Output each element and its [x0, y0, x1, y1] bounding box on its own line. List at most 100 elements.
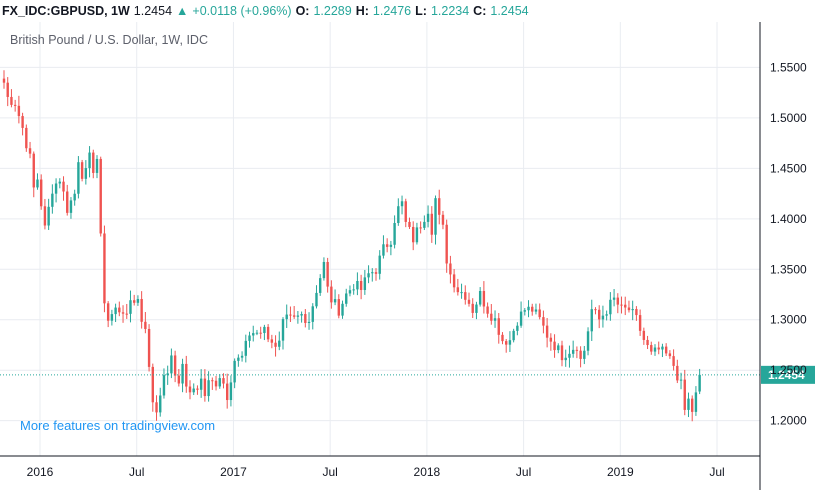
candle	[464, 285, 467, 305]
candle-body	[426, 213, 430, 222]
y-tick-label: 1.2500	[770, 363, 807, 377]
candle	[601, 305, 605, 328]
candle-body	[36, 179, 39, 188]
candle-body	[144, 321, 147, 329]
candle	[545, 318, 549, 348]
x-tick-label: Jul	[129, 465, 144, 479]
candlestick-chart[interactable]: 1.2454 1.5500 1.5000 1.4500 1.4000 1.3500 1.3…	[0, 22, 820, 490]
candle	[62, 176, 65, 201]
candle	[88, 146, 91, 178]
candle-body	[319, 278, 322, 293]
candle	[612, 288, 616, 307]
candle-body	[508, 340, 512, 345]
candle	[47, 198, 50, 230]
candle-body	[6, 82, 9, 97]
candle	[13, 99, 17, 112]
candle	[512, 328, 515, 343]
candle	[352, 284, 355, 295]
candle-body	[538, 309, 541, 318]
candle	[560, 340, 564, 367]
candle-body	[493, 318, 497, 321]
candle-body	[307, 321, 311, 323]
y-tick-label: 1.4000	[770, 212, 807, 226]
candle	[438, 189, 441, 225]
chart-frame[interactable]: 1.2454 1.5500 1.5000 1.4500 1.4000 1.3500 1.3…	[0, 22, 820, 490]
candle	[642, 327, 646, 345]
candle	[211, 377, 214, 390]
candle	[609, 292, 612, 321]
candle-body	[575, 349, 579, 351]
x-tick-label: Jul	[709, 465, 724, 479]
candle	[452, 269, 456, 293]
candle-body	[140, 298, 143, 322]
candle	[374, 268, 378, 281]
candle-body	[523, 310, 526, 312]
candle-body	[315, 292, 318, 307]
candle	[616, 293, 619, 314]
candle-body	[471, 303, 474, 313]
candle-body	[151, 366, 154, 403]
candle	[28, 141, 32, 159]
candle-body	[222, 378, 225, 384]
candle-body	[359, 281, 363, 290]
candle	[32, 151, 35, 198]
candle-body	[505, 341, 508, 345]
candle-body	[452, 274, 456, 288]
candle	[136, 295, 140, 306]
candle-body	[203, 378, 207, 397]
candle	[21, 112, 24, 136]
candle	[586, 327, 590, 356]
candle-body	[642, 330, 646, 340]
candle	[315, 285, 318, 309]
candle	[159, 387, 162, 417]
candle-body	[408, 221, 411, 227]
candle	[133, 294, 136, 306]
candle	[467, 292, 471, 307]
candle	[638, 309, 642, 336]
candle	[516, 322, 519, 336]
candle-body	[579, 350, 582, 359]
candle	[698, 368, 701, 395]
candle-body	[28, 148, 32, 154]
candle-body	[10, 96, 13, 105]
candle	[664, 343, 668, 357]
candles	[2, 70, 701, 422]
candle-body	[464, 292, 467, 300]
candle	[281, 317, 285, 350]
candle	[207, 371, 210, 402]
axes: 1.5500 1.5000 1.4500 1.4000 1.3500 1.3000 1.25…	[0, 22, 807, 490]
candle	[408, 217, 411, 229]
candle-body	[482, 290, 486, 307]
candle-body	[631, 309, 634, 311]
candle	[653, 344, 657, 356]
candle-body	[181, 363, 184, 384]
price-tag-label: 1.2454	[768, 368, 805, 382]
candle-body	[445, 224, 448, 264]
candle-body	[616, 297, 619, 305]
candle	[478, 287, 482, 307]
candle	[631, 300, 634, 321]
candle-body	[289, 314, 292, 316]
candle	[650, 341, 653, 355]
candle	[259, 326, 262, 339]
candle	[624, 296, 627, 316]
candle-body	[668, 353, 672, 357]
candle	[505, 338, 508, 353]
candle-body	[162, 375, 166, 396]
candle	[103, 225, 106, 313]
candle-body	[103, 233, 106, 304]
candle	[188, 380, 192, 400]
up-arrow-icon: ▲	[176, 4, 189, 18]
candle	[356, 272, 359, 296]
candle	[635, 306, 638, 321]
candle-body	[77, 162, 80, 194]
promo-link[interactable]: More features on tradingview.com	[20, 418, 215, 433]
candle-body	[333, 299, 337, 303]
candle	[345, 288, 348, 307]
candle	[292, 305, 296, 319]
candle	[80, 159, 84, 182]
candle	[441, 210, 445, 230]
candle-body	[635, 309, 638, 316]
candle	[415, 222, 419, 245]
symbol-label[interactable]: FX_IDC:GBPUSD, 1W	[2, 4, 130, 18]
